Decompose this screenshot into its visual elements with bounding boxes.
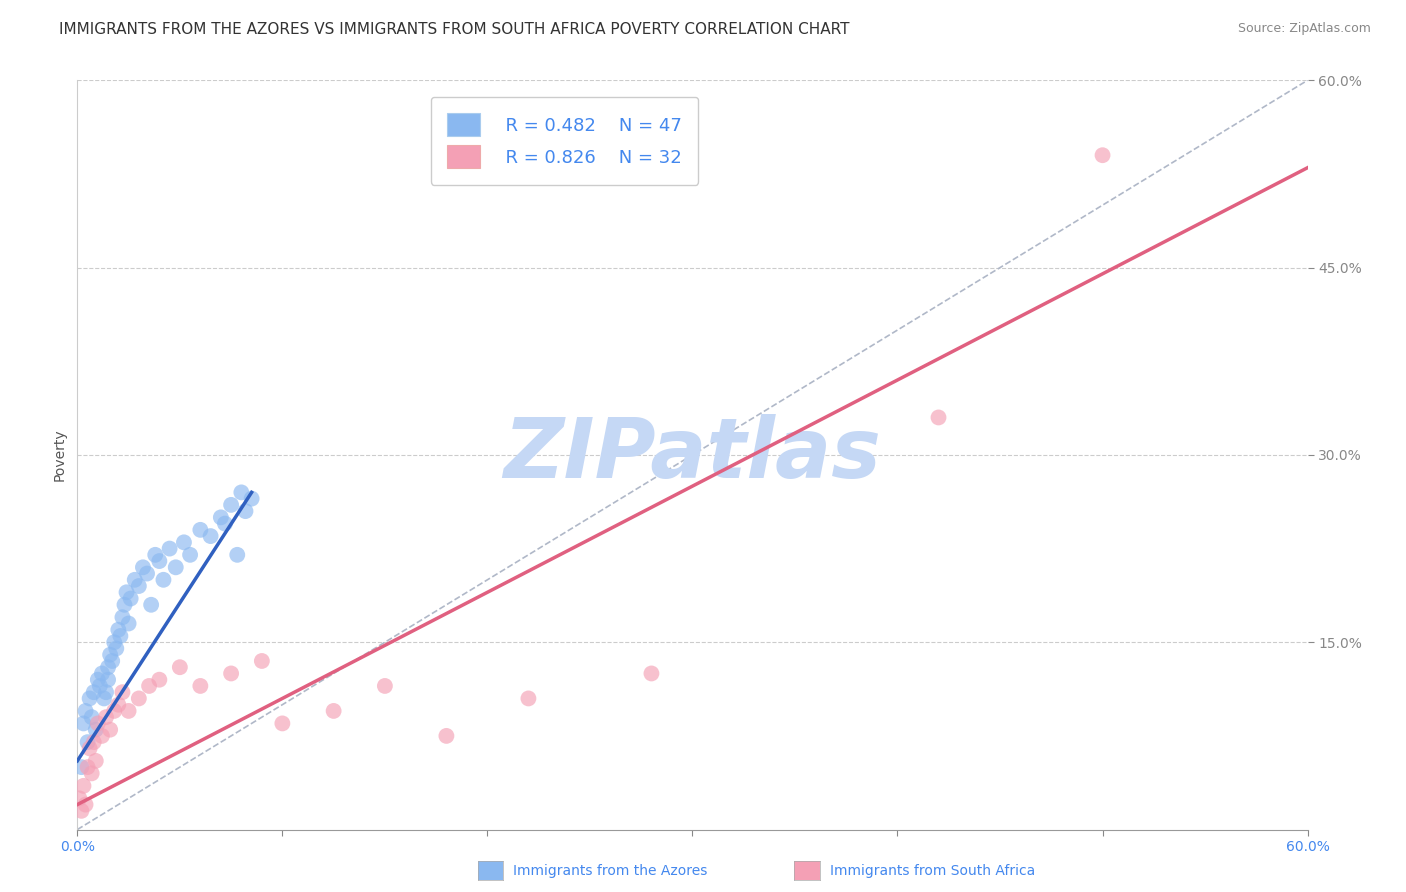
Point (250, 654, 273, 668)
Point (136, 566, 159, 581)
Point (89, 679, 111, 693)
Point (67, 791, 90, 805)
Point (209, 510, 232, 524)
Point (117, 616, 139, 631)
Point (138, 679, 160, 693)
Point (169, 660, 191, 674)
Point (214, 516, 236, 531)
Point (141, 598, 163, 612)
Y-axis label: Poverty: Poverty (52, 429, 66, 481)
Point (188, 523, 212, 537)
Point (101, 654, 124, 668)
Point (98, 648, 121, 662)
Text: Source: ZipAtlas.com: Source: ZipAtlas.com (1237, 22, 1371, 36)
Point (159, 541, 181, 556)
Text: ZIPatlas: ZIPatlas (503, 415, 882, 495)
Point (75, 704, 97, 718)
Point (84, 723, 107, 737)
Point (322, 704, 344, 718)
Point (110, 629, 132, 643)
Point (114, 598, 136, 612)
Point (124, 573, 146, 587)
Point (90, 729, 114, 743)
Point (80, 766, 103, 780)
Point (83, 735, 105, 749)
Point (97, 673, 120, 687)
Point (173, 535, 195, 549)
Point (436, 729, 458, 743)
Point (103, 635, 125, 649)
Point (70, 804, 93, 818)
Point (235, 504, 257, 518)
Point (240, 491, 263, 506)
Point (219, 498, 242, 512)
Point (75, 797, 97, 812)
Point (111, 610, 134, 624)
Point (1091, 148, 1114, 162)
Point (70, 760, 93, 774)
Point (188, 679, 212, 693)
Point (76, 735, 98, 749)
Point (97, 660, 120, 674)
Text: Immigrants from South Africa: Immigrants from South Africa (830, 863, 1035, 878)
Point (79, 741, 101, 756)
Point (143, 548, 166, 562)
Point (90, 666, 114, 681)
Point (107, 698, 129, 712)
Point (93, 691, 115, 706)
Point (640, 666, 662, 681)
Point (128, 579, 150, 593)
Point (94, 685, 117, 699)
Point (107, 623, 129, 637)
Point (374, 679, 396, 693)
Point (231, 485, 253, 500)
Point (132, 560, 155, 574)
Point (72, 716, 94, 731)
Point (84, 754, 107, 768)
Point (105, 641, 128, 656)
Point (219, 666, 242, 681)
Text: IMMIGRANTS FROM THE AZORES VS IMMIGRANTS FROM SOUTH AFRICA POVERTY CORRELATION C: IMMIGRANTS FROM THE AZORES VS IMMIGRANTS… (59, 22, 849, 37)
Point (72, 779, 94, 793)
Point (79, 691, 101, 706)
Point (148, 673, 170, 687)
Point (517, 691, 540, 706)
Point (87, 673, 110, 687)
Point (76, 760, 98, 774)
Point (103, 704, 125, 718)
Point (111, 685, 134, 699)
Legend:   R = 0.482    N = 47,   R = 0.826    N = 32: R = 0.482 N = 47, R = 0.826 N = 32 (430, 97, 699, 185)
Point (226, 548, 249, 562)
Point (115, 585, 138, 599)
Point (117, 704, 139, 718)
Point (152, 573, 174, 587)
Point (165, 560, 187, 574)
Point (128, 691, 150, 706)
Point (179, 548, 201, 562)
Point (148, 554, 170, 568)
Text: Immigrants from the Azores: Immigrants from the Azores (513, 863, 707, 878)
Point (98, 723, 121, 737)
Point (80, 710, 103, 724)
Point (87, 716, 110, 731)
Point (200, 529, 222, 543)
Point (271, 716, 294, 731)
Point (94, 710, 117, 724)
Point (928, 410, 950, 425)
Point (120, 591, 142, 606)
Point (83, 685, 105, 699)
